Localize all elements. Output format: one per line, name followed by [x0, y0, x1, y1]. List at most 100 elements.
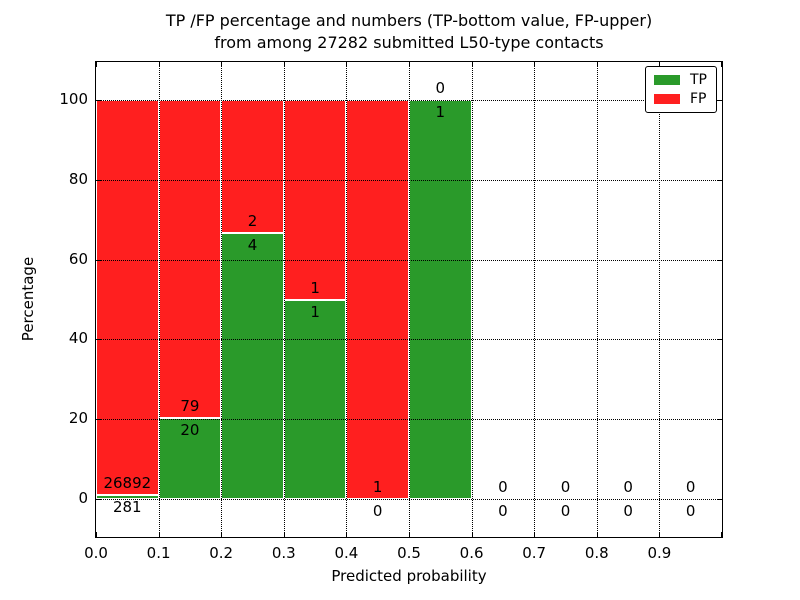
chart-title: TP /FP percentage and numbers (TP-bottom… — [95, 10, 723, 54]
y-tick-mark — [717, 180, 722, 181]
x-tick-mark — [534, 532, 535, 537]
y-tick-mark — [96, 260, 101, 261]
v-gridline — [659, 62, 661, 537]
fp-count-label: 1 — [372, 478, 383, 496]
x-tick-label: 0.8 — [584, 544, 609, 562]
fp-bar-segment — [283, 100, 347, 300]
y-axis-label: Percentage — [19, 256, 37, 342]
x-tick-mark — [96, 62, 97, 67]
tp-bar-segment — [96, 494, 159, 499]
fp-count-label: 0 — [498, 478, 508, 496]
x-tick-mark — [284, 62, 285, 67]
x-tick-label: 0.2 — [209, 544, 234, 562]
x-tick-mark — [409, 532, 410, 537]
v-gridline — [158, 62, 160, 537]
y-tick-label: 40 — [68, 329, 88, 348]
tp-count-label: 4 — [247, 236, 258, 254]
x-tick-label: 0.3 — [271, 544, 296, 562]
tp-count-label: 20 — [180, 421, 200, 440]
y-tick-label: 100 — [59, 90, 88, 108]
x-tick-mark — [409, 62, 410, 67]
fp-count-label: 0 — [560, 478, 571, 496]
x-tick-label: 0.1 — [146, 544, 171, 562]
tp-bar-segment — [409, 100, 472, 499]
v-gridline — [221, 62, 223, 537]
x-tick-mark — [534, 62, 535, 67]
fp-count-label: 0 — [685, 478, 696, 496]
x-tick-label: 0.7 — [522, 544, 547, 562]
x-tick-label: 0.0 — [84, 544, 108, 562]
x-tick-mark — [159, 532, 160, 537]
fp-swatch — [654, 93, 680, 104]
fp-count-label: 2 — [247, 212, 258, 230]
tp-count-label: 0 — [623, 502, 633, 520]
y-tick-mark — [96, 419, 101, 420]
tp-count-label: 1 — [310, 302, 320, 321]
v-gridline — [409, 62, 410, 537]
y-tick-mark — [96, 499, 101, 500]
y-tick-mark — [96, 339, 101, 340]
fp-count-label: 0 — [435, 79, 446, 97]
x-tick-mark — [284, 532, 285, 537]
tp-count-label: 1 — [435, 103, 446, 121]
x-tick-mark — [721, 532, 722, 537]
x-tick-mark — [221, 62, 222, 67]
v-gridline — [283, 62, 285, 537]
plot-area: 26892 281 79 20 2 4 1 1 1 0 0 1 0 0 0 0 0 0 0 0 — [95, 61, 723, 538]
y-tick-mark — [96, 180, 101, 181]
fp-bar-segment — [158, 100, 222, 419]
fp-count-label: 79 — [180, 397, 200, 416]
x-tick-mark — [472, 532, 473, 537]
y-tick-mark — [717, 100, 722, 101]
chart-title-line2: from among 27282 submitted L50-type cont… — [214, 33, 604, 52]
y-tick-mark — [717, 339, 722, 340]
tp-count-label: 0 — [560, 502, 571, 520]
x-tick-label: 0.4 — [334, 544, 359, 562]
v-gridline — [471, 62, 473, 537]
y-tick-label: 0 — [78, 489, 88, 507]
fp-count-label: 1 — [310, 278, 320, 297]
x-tick-mark — [659, 62, 660, 67]
tp-swatch — [654, 75, 680, 86]
v-gridline — [596, 62, 598, 537]
x-axis-label: Predicted probability — [331, 567, 487, 585]
x-tick-mark — [659, 532, 660, 537]
chart-title-line1: TP /FP percentage and numbers (TP-bottom… — [165, 11, 653, 30]
x-tick-mark — [721, 62, 722, 67]
v-gridline — [346, 62, 348, 537]
y-tick-mark — [717, 260, 722, 261]
x-tick-mark — [597, 532, 598, 537]
legend: TP FP — [645, 66, 717, 113]
fp-legend-label: FP — [690, 90, 707, 107]
fp-bar-segment — [96, 100, 159, 495]
tp-count-label: 0 — [372, 502, 383, 520]
y-tick-label: 60 — [68, 249, 88, 268]
legend-item-fp: FP — [654, 92, 708, 106]
tp-legend-label: TP — [690, 72, 707, 89]
v-gridline — [534, 62, 536, 537]
tp-bar-segment — [283, 299, 347, 499]
tp-bar-segment — [221, 233, 284, 499]
legend-item-tp: TP — [654, 73, 708, 87]
x-tick-mark — [159, 62, 160, 67]
tp-count-label: 0 — [685, 502, 696, 520]
y-tick-mark — [717, 419, 722, 420]
y-tick-label: 80 — [68, 169, 88, 188]
x-tick-label: 0.5 — [397, 544, 421, 562]
x-tick-mark — [472, 62, 473, 67]
tp-count-label: 0 — [498, 502, 508, 520]
x-tick-label: 0.6 — [459, 544, 484, 562]
y-tick-mark — [96, 100, 101, 101]
x-tick-mark — [346, 62, 347, 67]
fp-bar-segment — [346, 100, 409, 499]
x-tick-mark — [597, 62, 598, 67]
x-tick-mark — [96, 532, 97, 537]
x-tick-mark — [221, 532, 222, 537]
tp-count-label: 281 — [112, 497, 142, 516]
x-tick-mark — [346, 532, 347, 537]
x-tick-label: 0.9 — [647, 544, 672, 562]
fp-count-label: 0 — [623, 478, 633, 496]
fp-count-label: 26892 — [103, 473, 152, 492]
y-tick-mark — [717, 499, 722, 500]
